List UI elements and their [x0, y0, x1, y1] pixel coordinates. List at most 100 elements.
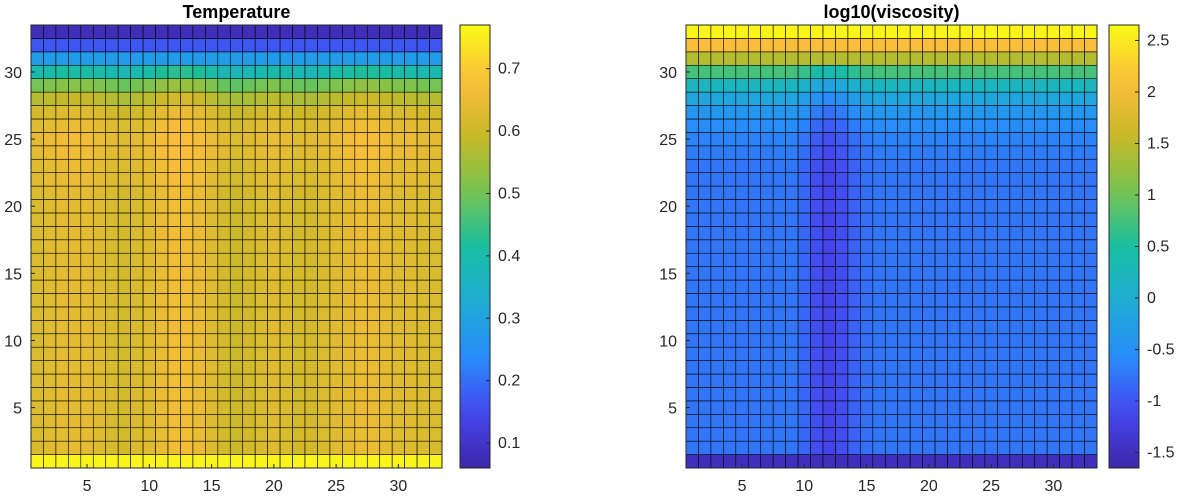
- heatmap-cell: [1034, 172, 1048, 187]
- heatmap-cell: [354, 279, 368, 294]
- heatmap-cell: [354, 226, 368, 241]
- heatmap-cell: [760, 226, 774, 241]
- heatmap-cell: [1059, 91, 1073, 106]
- heatmap-cell: [43, 427, 57, 442]
- heatmap-cell: [698, 333, 712, 348]
- heatmap-cell: [304, 427, 318, 442]
- heatmap-cell: [1046, 24, 1060, 39]
- heatmap-cell: [55, 118, 69, 133]
- heatmap-cell: [847, 105, 861, 120]
- heatmap-cell: [760, 373, 774, 388]
- heatmap-cell: [105, 252, 119, 267]
- heatmap-cell: [747, 320, 762, 335]
- heatmap-cell: [130, 64, 144, 79]
- heatmap-cell: [947, 400, 961, 415]
- heatmap-cell: [860, 212, 874, 227]
- heatmap-cell: [391, 400, 405, 415]
- heatmap-cell: [984, 172, 998, 187]
- heatmap-cell: [429, 293, 443, 308]
- heatmap-cell: [80, 226, 94, 241]
- heatmap-cell: [897, 38, 911, 53]
- heatmap-cell: [366, 105, 381, 120]
- heatmap-cell: [105, 320, 119, 335]
- heatmap-cell: [810, 24, 824, 39]
- heatmap-cell: [354, 199, 368, 214]
- heatmap-cell: [922, 24, 936, 39]
- heatmap-cell: [292, 373, 306, 388]
- heatmap-cell: [1021, 118, 1036, 133]
- heatmap-cell: [1071, 440, 1085, 455]
- heatmap-cell: [934, 293, 948, 308]
- heatmap-cell: [847, 454, 861, 469]
- heatmap-cell: [130, 226, 144, 241]
- heatmap-cell: [429, 38, 443, 53]
- heatmap-cell: [1046, 440, 1060, 455]
- heatmap-cell: [242, 78, 256, 93]
- heatmap-cell: [884, 279, 899, 294]
- heatmap-cell: [822, 427, 836, 442]
- heatmap-cell: [404, 440, 418, 455]
- heatmap-cell: [1059, 24, 1073, 39]
- heatmap-cell: [155, 346, 169, 361]
- heatmap-cell: [984, 158, 998, 173]
- heatmap-cell: [68, 132, 82, 147]
- heatmap-cell: [972, 38, 986, 53]
- heatmap-cell: [847, 226, 861, 241]
- heatmap-cell: [884, 266, 899, 281]
- heatmap-cell: [1059, 293, 1073, 308]
- heatmap-cell: [1071, 346, 1085, 361]
- heatmap-cell: [747, 172, 762, 187]
- heatmap-cell: [304, 266, 318, 281]
- heatmap-cell: [180, 320, 194, 335]
- heatmap-cell: [810, 440, 824, 455]
- heatmap-cell: [254, 51, 268, 66]
- heatmap-cell: [735, 132, 749, 147]
- heatmap-cell: [884, 239, 899, 254]
- heatmap-cell: [835, 64, 849, 79]
- heatmap-cell: [1084, 118, 1098, 133]
- heatmap-cell: [760, 91, 774, 106]
- chart-title: log10(viscosity): [823, 2, 959, 22]
- heatmap-cell: [366, 414, 381, 429]
- heatmap-cell: [55, 333, 69, 348]
- heatmap-cell: [1009, 346, 1023, 361]
- heatmap-cell: [379, 279, 393, 294]
- heatmap-cell: [292, 132, 306, 147]
- heatmap-cell: [897, 360, 911, 375]
- heatmap-cell: [55, 400, 69, 415]
- heatmap-cell: [429, 118, 443, 133]
- heatmap-cell: [292, 64, 306, 79]
- heatmap-cell: [217, 226, 231, 241]
- heatmap-cell: [379, 78, 393, 93]
- heatmap-cell: [404, 158, 418, 173]
- heatmap-cell: [922, 306, 936, 321]
- heatmap-cell: [404, 212, 418, 227]
- heatmap-cell: [217, 51, 231, 66]
- heatmap-cell: [117, 454, 131, 469]
- heatmap-cell: [860, 158, 874, 173]
- heatmap-cell: [698, 414, 712, 429]
- heatmap-cell: [860, 306, 874, 321]
- heatmap-cell: [429, 91, 443, 106]
- heatmap-cell: [429, 414, 443, 429]
- heatmap-cell: [80, 158, 94, 173]
- heatmap-cell: [92, 38, 107, 53]
- heatmap-cell: [1084, 64, 1098, 79]
- heatmap-cell: [142, 306, 156, 321]
- heatmap-cell: [279, 414, 293, 429]
- heatmap-cell: [685, 239, 699, 254]
- heatmap-cell: [710, 51, 724, 66]
- heatmap-cell: [698, 172, 712, 187]
- heatmap-cell: [80, 212, 94, 227]
- heatmap-cell: [822, 333, 836, 348]
- heatmap-cell: [55, 440, 69, 455]
- heatmap-cell: [772, 279, 786, 294]
- heatmap-cell: [279, 440, 293, 455]
- heatmap-cell: [92, 440, 107, 455]
- heatmap-cell: [785, 64, 799, 79]
- heatmap-cell: [735, 78, 749, 93]
- heatmap-cell: [760, 400, 774, 415]
- heatmap-cell: [342, 373, 356, 388]
- heatmap-cell: [698, 199, 712, 214]
- heatmap-cell: [797, 252, 811, 267]
